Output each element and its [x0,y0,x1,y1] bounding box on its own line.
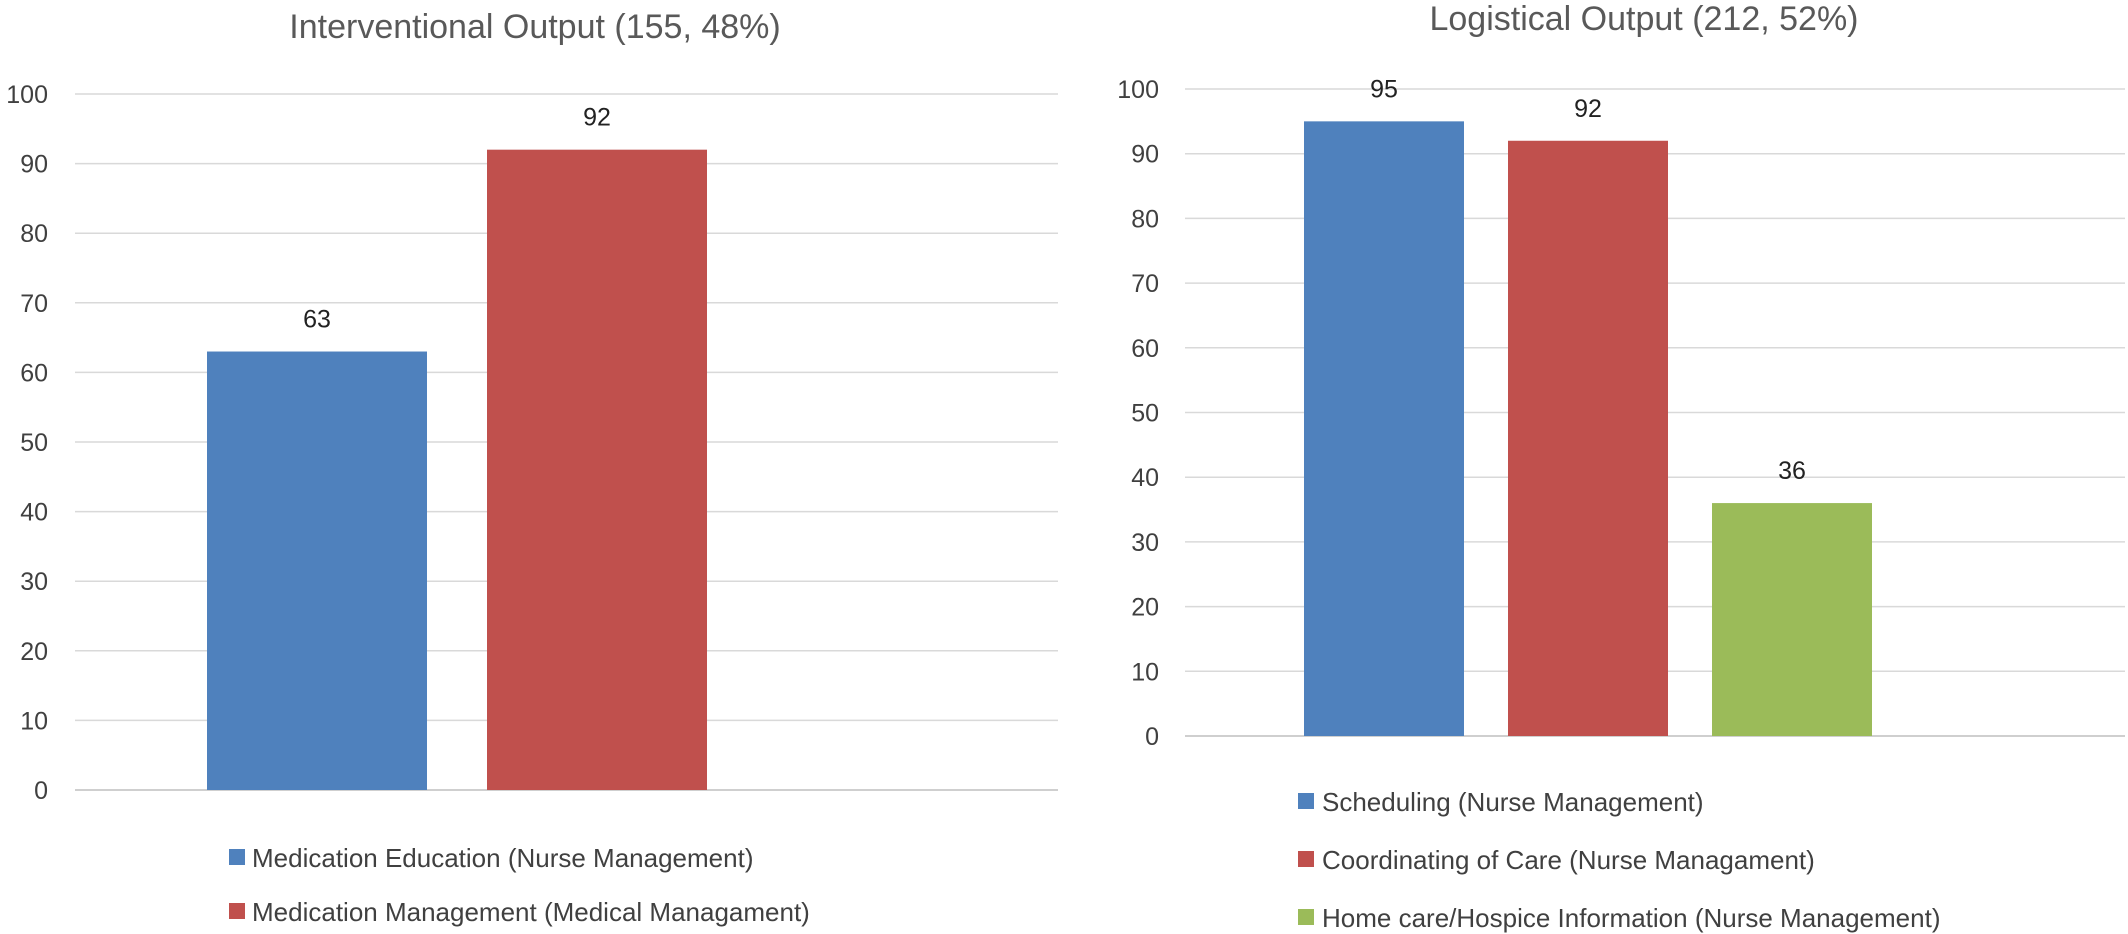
y-tick-label: 20 [1131,594,1159,622]
legend-label: Medication Management (Medical Managamen… [252,897,810,927]
y-tick-label: 0 [34,777,48,805]
data-label: 95 [1370,75,1398,103]
y-tick-label: 60 [20,359,48,387]
y-tick-label: 70 [1131,270,1159,298]
data-label: 36 [1778,457,1806,485]
logistical-output-chart: Logistical Output (212, 52%) 0 10 20 30 40 50 6… [1117,0,2125,933]
y-tick-label: 70 [20,290,48,318]
legend-label: Scheduling (Nurse Management) [1322,787,1704,817]
y-tick-label: 10 [20,707,48,735]
y-tick-label: 100 [6,81,48,109]
legend-swatch [229,849,245,865]
legend-swatch [1298,851,1314,867]
bar [1304,121,1464,737]
data-label: 63 [303,306,331,334]
y-tick-label: 40 [1131,464,1159,492]
legend-swatch [229,903,245,919]
y-tick-label: 80 [20,220,48,248]
legend-label: Home care/Hospice Information (Nurse Man… [1322,903,1940,933]
y-tick-label: 20 [20,638,48,666]
y-tick-label: 100 [1117,76,1159,104]
y-tick-label: 10 [1131,658,1159,686]
chart-title: Interventional Output (155, 48%) [289,8,780,46]
legend-label: Coordinating of Care (Nurse Managament) [1322,845,1815,875]
y-tick-label: 30 [20,568,48,596]
bar [1712,503,1872,736]
chart-title: Logistical Output (212, 52%) [1429,0,1858,38]
y-tick-label: 30 [1131,529,1159,557]
legend-label: Medication Education (Nurse Management) [252,843,753,873]
bar [207,351,427,790]
y-tick-label: 90 [1131,141,1159,169]
interventional-output-chart: Interventional Output (155, 48%) 0 10 20 30 4… [6,8,1058,927]
bar [487,149,707,790]
y-tick-label: 40 [20,499,48,527]
data-label: 92 [583,104,611,132]
y-tick-label: 60 [1131,335,1159,363]
y-tick-label: 0 [1145,723,1159,751]
bar [1508,140,1668,736]
y-tick-label: 50 [1131,400,1159,428]
legend-swatch [1298,909,1314,925]
y-tick-label: 80 [1131,205,1159,233]
y-tick-label: 90 [20,151,48,179]
y-tick-label: 50 [20,429,48,457]
legend-swatch [1298,793,1314,809]
data-label: 92 [1574,95,1602,123]
